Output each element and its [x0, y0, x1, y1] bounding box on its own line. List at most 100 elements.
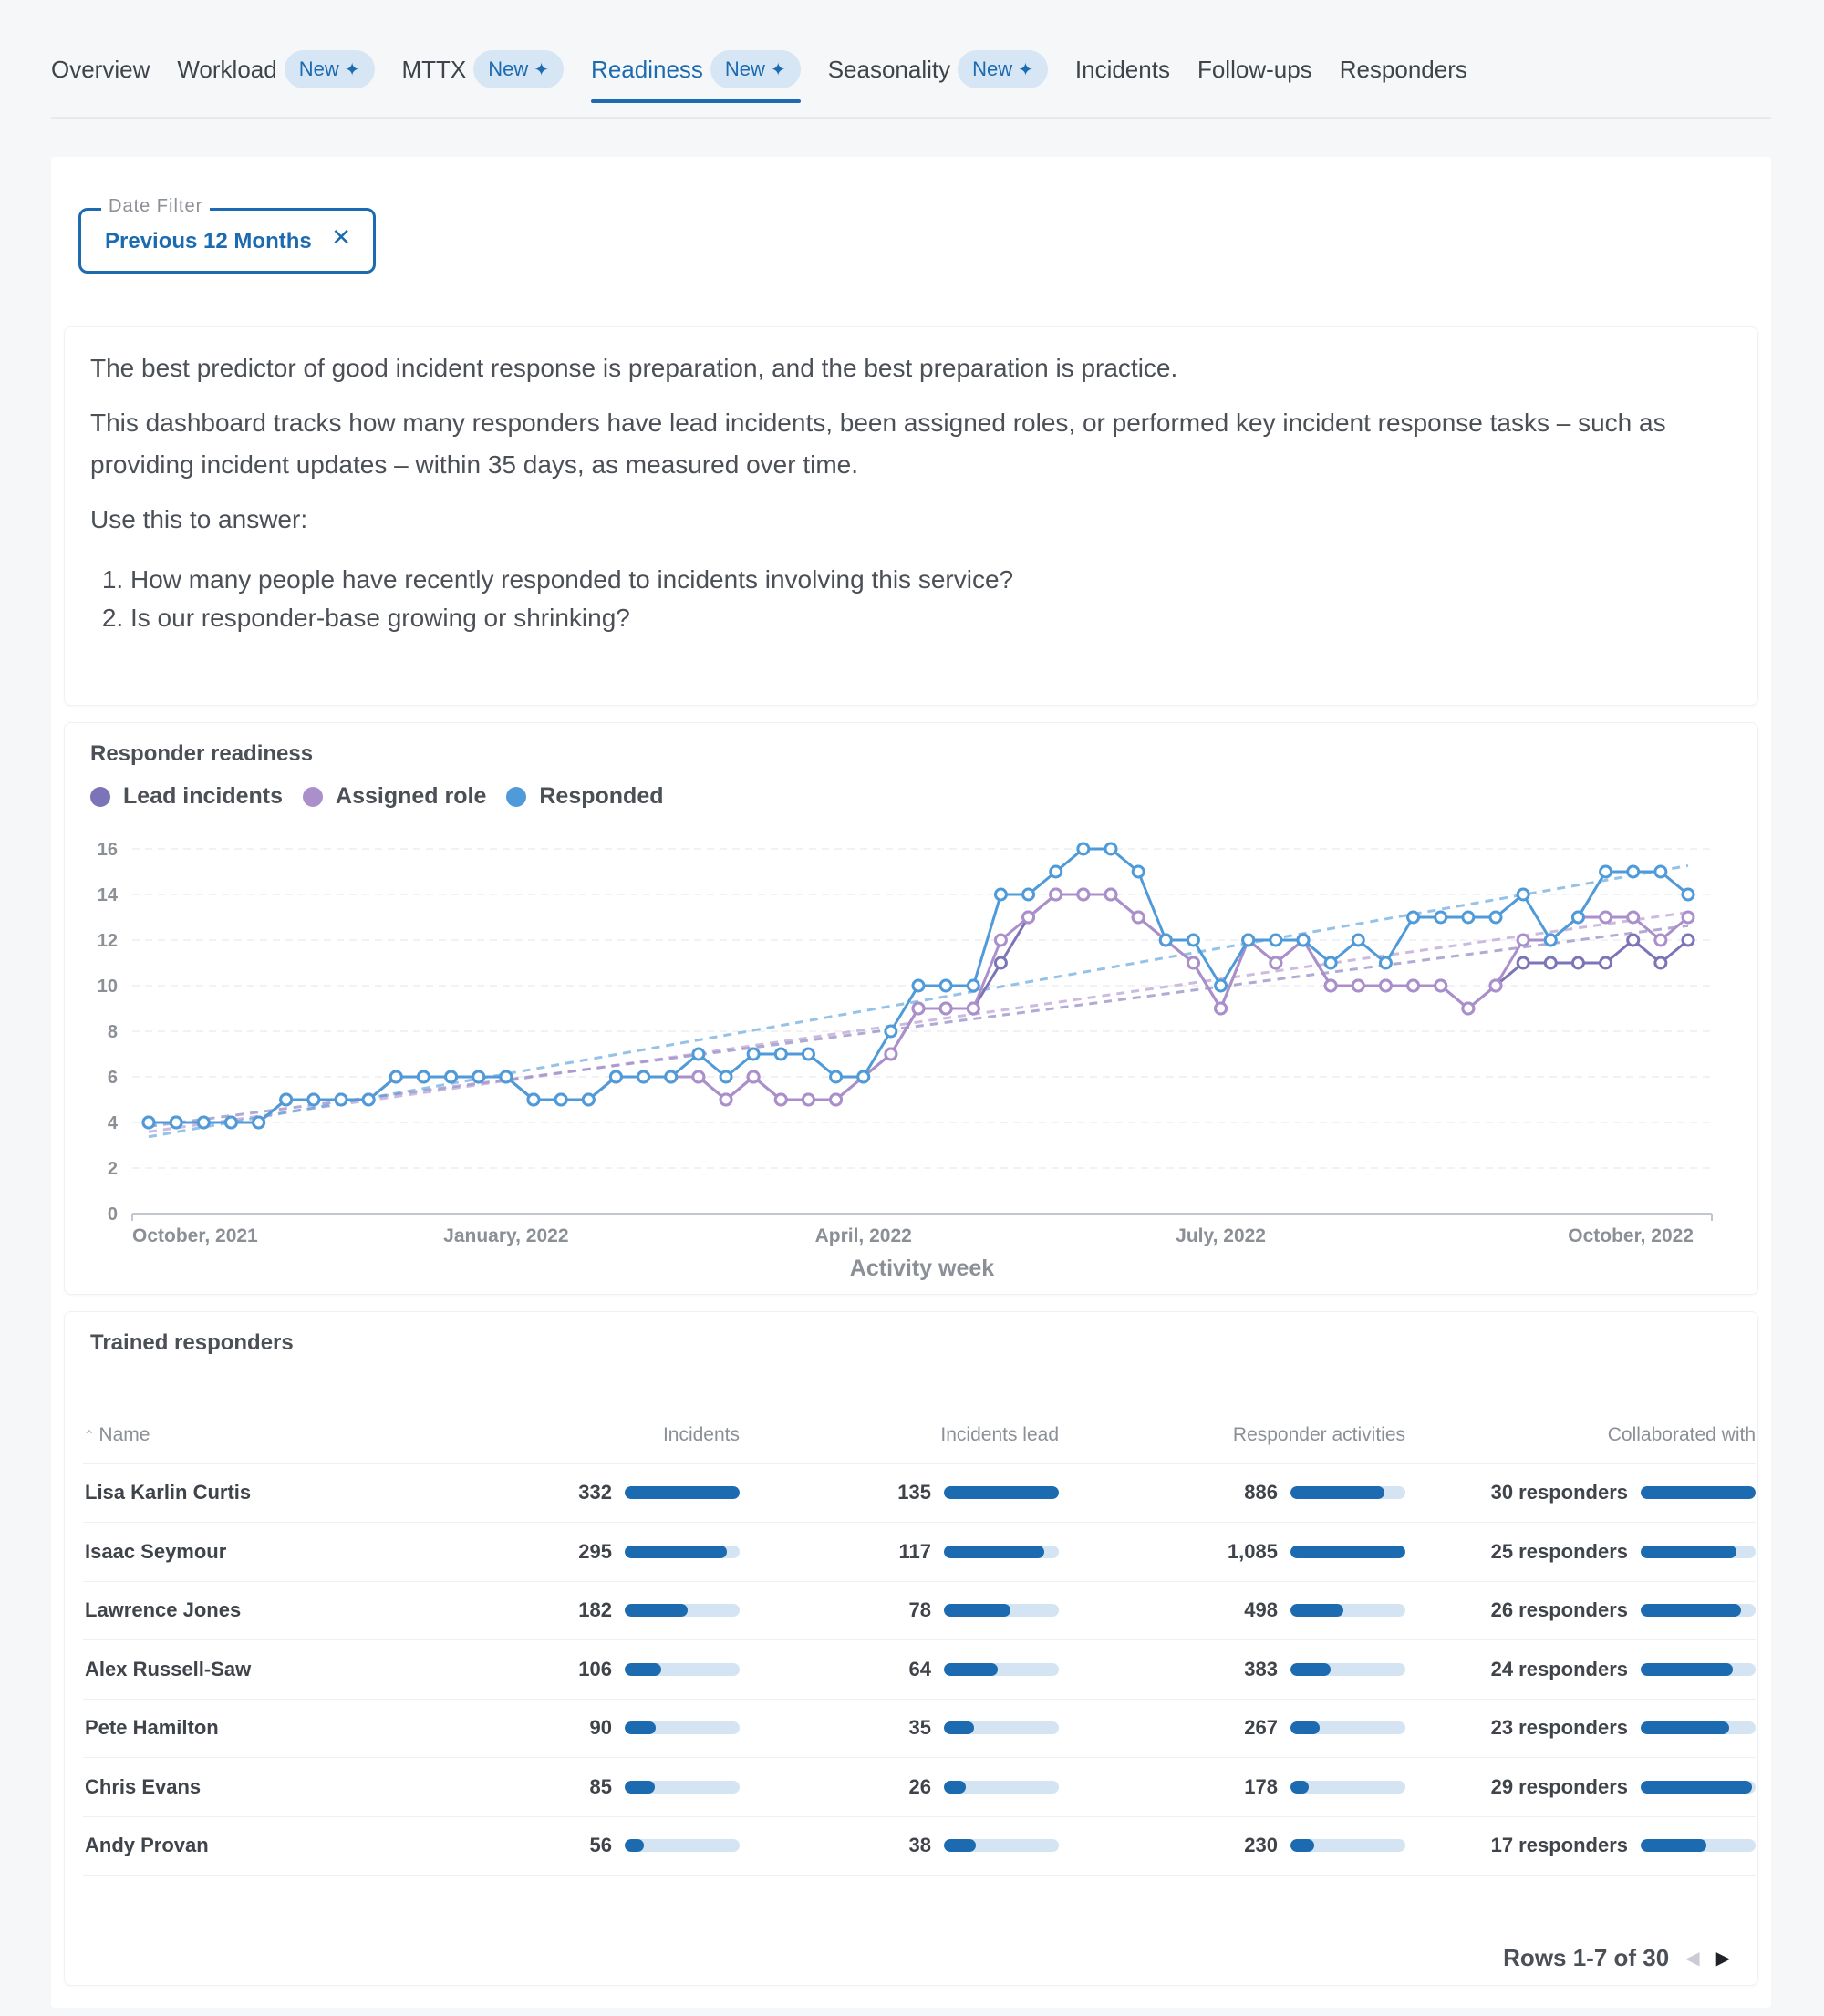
tab-responders[interactable]: Responders	[1340, 47, 1467, 91]
table-row[interactable]: Pete Hamilton 90 35 267 23 responders	[83, 1699, 1756, 1758]
responder-activities-cell-bar	[1290, 1604, 1405, 1618]
sparkle-icon: ✦	[1018, 59, 1033, 80]
incidents-cell: 182	[430, 1581, 740, 1640]
tab-readiness[interactable]: Readiness New ✦	[591, 47, 801, 103]
tab-seasonality[interactable]: Seasonality New ✦	[828, 47, 1048, 91]
collaborated-with-cell: 26 responders	[1405, 1581, 1756, 1640]
table-row[interactable]: Lisa Karlin Curtis 332 135 886 30 responders	[83, 1463, 1756, 1523]
responder-name[interactable]: Chris Evans	[83, 1757, 430, 1817]
column-header-responder-activities[interactable]: Responder activities	[1059, 1407, 1405, 1464]
collaborated-with-cell-value: 30 responders	[1490, 1481, 1628, 1504]
y-tick-label: 12	[98, 931, 118, 951]
data-point	[1516, 933, 1530, 947]
responder-name[interactable]: Lisa Karlin Curtis	[83, 1463, 430, 1523]
bar-fill	[1641, 1839, 1706, 1853]
table-title: Trained responders	[90, 1330, 294, 1355]
data-point	[1323, 978, 1338, 993]
column-header-incidents-lead[interactable]: Incidents lead	[740, 1407, 1059, 1464]
trend-line	[148, 924, 1689, 1128]
collaborated-with-cell: 17 responders	[1405, 1816, 1756, 1876]
table-row[interactable]: Andy Provan 56 38 230 17 responders	[83, 1816, 1756, 1876]
responder-name[interactable]: Isaac Seymour	[83, 1522, 430, 1582]
column-header-collaborated-with[interactable]: Collaborated with	[1405, 1407, 1756, 1464]
table-row[interactable]: Alex Russell-Saw 106 64 383 24 responders	[83, 1639, 1756, 1700]
collaborated-with-cell-value: 29 responders	[1490, 1774, 1628, 1798]
data-point	[1461, 910, 1476, 925]
legend-item[interactable]: Responded	[506, 783, 664, 810]
data-point	[1516, 956, 1530, 970]
data-point	[1599, 864, 1613, 879]
tab-overview[interactable]: Overview	[51, 47, 150, 91]
data-point	[1186, 933, 1200, 947]
data-point	[1049, 864, 1063, 879]
incidents-cell-value: 332	[578, 1481, 612, 1504]
tab-follow-ups[interactable]: Follow-ups	[1197, 47, 1312, 91]
table-row[interactable]: Chris Evans 85 26 178 29 responders	[83, 1757, 1756, 1817]
tab-label: Incidents	[1074, 55, 1170, 83]
collaborated-with-cell-bar	[1641, 1721, 1756, 1735]
table-row[interactable]: Lawrence Jones 182 78 498 26 responders	[83, 1581, 1756, 1640]
table-row[interactable]: Isaac Seymour 295 117 1,085 25 responders	[83, 1522, 1756, 1582]
date-filter[interactable]: Date Filter Previous 12 Months ✕	[78, 196, 376, 274]
legend-item[interactable]: Assigned role	[303, 783, 486, 810]
data-point	[1653, 864, 1668, 879]
data-point	[472, 1070, 486, 1084]
responder-name[interactable]: Lawrence Jones	[83, 1581, 430, 1640]
close-icon[interactable]: ✕	[331, 223, 351, 251]
data-point	[1104, 842, 1118, 856]
readiness-card: Date Filter Previous 12 Months ✕ The bes…	[51, 157, 1771, 2008]
data-point	[1681, 887, 1695, 902]
bar-fill	[1290, 1839, 1315, 1853]
data-point	[664, 1070, 679, 1084]
legend-item[interactable]: Lead incidents	[90, 783, 283, 810]
data-point	[1406, 910, 1421, 925]
tab-label: Seasonality	[827, 55, 951, 83]
legend-dot-icon	[506, 786, 527, 807]
incidents-lead-cell-value: 26	[908, 1774, 931, 1798]
bar-fill	[944, 1604, 1011, 1618]
collaborated-with-cell-value: 23 responders	[1490, 1716, 1628, 1740]
question-1: How many people have recently responded …	[130, 561, 1732, 599]
bar-fill	[1641, 1486, 1756, 1500]
bar-fill	[1290, 1780, 1310, 1794]
new-badge: New ✦	[958, 50, 1048, 88]
tab-label: Follow-ups	[1197, 55, 1312, 83]
column-header-incidents[interactable]: Incidents	[430, 1407, 740, 1464]
responder-name[interactable]: Andy Provan	[83, 1816, 430, 1876]
data-point	[1626, 864, 1641, 879]
data-point	[773, 1047, 788, 1061]
data-point	[554, 1092, 568, 1107]
bar-fill	[1290, 1662, 1332, 1676]
data-point	[1241, 933, 1256, 947]
bar-fill	[1641, 1721, 1730, 1735]
data-point	[1653, 933, 1668, 947]
incidents-lead-cell-bar	[944, 1662, 1059, 1676]
incidents-cell-value: 106	[578, 1657, 612, 1680]
data-point	[1214, 978, 1228, 993]
tab-mttx[interactable]: MTTX New ✦	[402, 47, 565, 91]
y-tick-label: 16	[98, 840, 118, 860]
question-list: How many people have recently responded …	[90, 561, 1732, 637]
responder-name[interactable]: Pete Hamilton	[83, 1699, 430, 1758]
x-tick-label: January, 2022	[443, 1225, 568, 1246]
incidents-cell-value: 85	[589, 1774, 612, 1798]
tab-workload[interactable]: Workload New ✦	[177, 47, 375, 91]
data-point	[1681, 933, 1695, 947]
incidents-cell-value: 182	[578, 1598, 612, 1622]
collaborated-with-cell: 30 responders	[1405, 1463, 1756, 1523]
legend-label: Lead incidents	[123, 783, 284, 809]
date-filter-value[interactable]: Previous 12 Months	[105, 229, 312, 253]
incidents-cell-value: 90	[589, 1716, 612, 1740]
responder-name[interactable]: Alex Russell-Saw	[83, 1639, 430, 1700]
next-page-icon[interactable]: ▶	[1715, 1949, 1730, 1969]
tab-incidents[interactable]: Incidents	[1075, 47, 1170, 91]
responders-table: ⌃ Name Incidents Incidents lead Responder…	[83, 1407, 1756, 1876]
data-point	[389, 1070, 403, 1084]
incidents-lead-cell-value: 135	[897, 1481, 931, 1504]
incidents-lead-cell-value: 78	[908, 1598, 931, 1622]
column-header-name[interactable]: ⌃ Name	[83, 1407, 430, 1464]
pagination: Rows 1-7 of 30 ◀ ▶	[1503, 1944, 1730, 1972]
collaborated-with-cell-bar	[1641, 1604, 1756, 1618]
data-point	[334, 1092, 348, 1107]
prev-page-icon[interactable]: ◀	[1685, 1949, 1700, 1969]
